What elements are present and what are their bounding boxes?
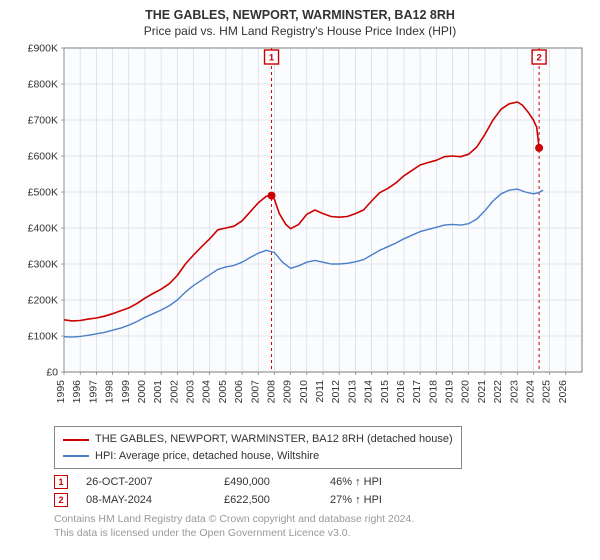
svg-text:2008: 2008: [265, 380, 277, 404]
attribution-line-2: This data is licensed under the Open Gov…: [54, 527, 590, 541]
svg-text:2018: 2018: [427, 380, 439, 404]
svg-text:2000: 2000: [136, 380, 148, 404]
svg-text:£0: £0: [46, 367, 58, 379]
svg-text:2009: 2009: [282, 380, 294, 404]
svg-text:2017: 2017: [411, 380, 423, 404]
svg-text:2023: 2023: [508, 380, 520, 404]
sale-date: 08-MAY-2024: [86, 494, 206, 506]
svg-text:2007: 2007: [249, 380, 261, 404]
svg-text:£400K: £400K: [28, 223, 58, 235]
chart-subtitle: Price paid vs. HM Land Registry's House …: [10, 24, 590, 38]
legend: THE GABLES, NEWPORT, WARMINSTER, BA12 8R…: [54, 426, 462, 469]
sale-marker-icon: 2: [54, 493, 68, 507]
svg-text:2016: 2016: [395, 380, 407, 404]
sales-row: 2 08-MAY-2024 £622,500 27% ↑ HPI: [54, 493, 590, 507]
legend-label-hpi: HPI: Average price, detached house, Wilt…: [95, 448, 319, 465]
svg-text:£700K: £700K: [28, 115, 58, 127]
svg-text:2003: 2003: [185, 380, 197, 404]
svg-text:1997: 1997: [87, 380, 99, 404]
svg-text:1996: 1996: [71, 380, 83, 404]
svg-text:1999: 1999: [120, 380, 132, 404]
svg-text:2013: 2013: [346, 380, 358, 404]
svg-text:£300K: £300K: [28, 259, 58, 271]
attribution-line-1: Contains HM Land Registry data © Crown c…: [54, 513, 590, 527]
svg-text:£900K: £900K: [28, 43, 58, 55]
svg-text:2020: 2020: [460, 380, 472, 404]
sales-row: 1 26-OCT-2007 £490,000 46% ↑ HPI: [54, 475, 590, 489]
attribution: Contains HM Land Registry data © Crown c…: [54, 513, 590, 540]
svg-text:2015: 2015: [379, 380, 391, 404]
svg-text:£100K: £100K: [28, 331, 58, 343]
svg-text:2012: 2012: [330, 380, 342, 404]
svg-text:1: 1: [269, 53, 275, 64]
legend-row-subject: THE GABLES, NEWPORT, WARMINSTER, BA12 8R…: [63, 431, 453, 448]
chart-title: THE GABLES, NEWPORT, WARMINSTER, BA12 8R…: [10, 8, 590, 22]
svg-text:£800K: £800K: [28, 79, 58, 91]
svg-text:2024: 2024: [524, 380, 536, 404]
svg-text:2010: 2010: [298, 380, 310, 404]
svg-text:2025: 2025: [541, 380, 553, 404]
sale-date: 26-OCT-2007: [86, 476, 206, 488]
sale-price: £490,000: [224, 476, 312, 488]
svg-text:2006: 2006: [233, 380, 245, 404]
svg-text:2004: 2004: [201, 380, 213, 404]
sale-hpi-delta: 46% ↑ HPI: [330, 476, 382, 488]
chart: £0 £100K £200K £300K £400K £500K £600K £700K £80…: [10, 42, 590, 420]
svg-text:2022: 2022: [492, 380, 504, 404]
legend-row-hpi: HPI: Average price, detached house, Wilt…: [63, 448, 453, 465]
legend-swatch-subject: [63, 439, 89, 441]
sale-hpi-delta: 27% ↑ HPI: [330, 494, 382, 506]
sale-price: £622,500: [224, 494, 312, 506]
svg-text:£600K: £600K: [28, 151, 58, 163]
svg-text:£200K: £200K: [28, 295, 58, 307]
svg-text:2019: 2019: [444, 380, 456, 404]
svg-text:2002: 2002: [168, 380, 180, 404]
svg-text:2021: 2021: [476, 380, 488, 404]
svg-text:2001: 2001: [152, 380, 164, 404]
svg-text:2: 2: [536, 53, 541, 64]
svg-text:2011: 2011: [314, 380, 326, 403]
sales-table: 1 26-OCT-2007 £490,000 46% ↑ HPI 2 08-MAY-202…: [54, 475, 590, 511]
legend-label-subject: THE GABLES, NEWPORT, WARMINSTER, BA12 8R…: [95, 431, 453, 448]
svg-text:2005: 2005: [217, 380, 229, 404]
svg-text:£500K: £500K: [28, 187, 58, 199]
legend-swatch-hpi: [63, 455, 89, 457]
svg-text:1998: 1998: [104, 380, 116, 404]
svg-text:1995: 1995: [55, 380, 67, 404]
svg-text:2026: 2026: [557, 380, 569, 404]
sale-marker-icon: 1: [54, 475, 68, 489]
svg-text:2014: 2014: [363, 380, 375, 404]
